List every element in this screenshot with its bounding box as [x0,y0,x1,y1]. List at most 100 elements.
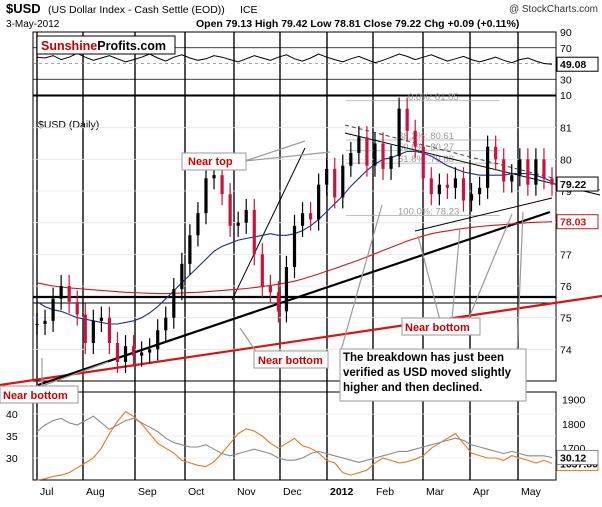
oscillator-y-tick: 90 [560,27,572,39]
price-candle-body [276,292,281,312]
correlation-left-tick: 30 [6,453,18,465]
near-top-pointer [244,151,331,162]
ma-long-last-value-box [556,214,599,230]
watermark-box [36,35,176,55]
breakdown-pointer [516,211,524,355]
near-bottom-pointer [451,227,461,321]
price-candle-body [35,324,39,325]
near-bottom-box-mar [401,317,481,336]
x-tick-label: Nov [237,486,256,498]
oscillator-y-tick: 70 [560,43,572,55]
x-tick-label: May [521,486,542,498]
price-candle-body [212,175,216,179]
price-candle-body [469,194,474,201]
price-candle-body [220,175,224,195]
price-candle-body [349,153,353,166]
correlation-right-tick: 1800 [562,419,586,431]
price-panel: $USD (Daily)74757677787980810.0%: 81.853… [0,92,602,387]
oscillator-line [36,52,553,65]
symbol-label: $USD [6,1,41,16]
correlation-left-tick: 40 [6,409,18,421]
price-candle-body [381,143,385,169]
price-y-tick: 74 [560,344,572,356]
breakdown-pointer [339,204,383,355]
price-candle-body [268,286,272,293]
price-candle-body [325,168,329,185]
price-candle-body [91,320,95,343]
x-tick-label: Feb [376,486,394,498]
fibonacci-label: 50.0%: 80.27 [398,142,454,153]
price-candle-body [164,317,168,331]
fibonacci-label: 38.2%: 80.61 [398,131,454,142]
price-candle-body [510,175,514,182]
x-tick-label: 2012 [330,486,354,498]
correlation-left-tick: 35 [6,431,18,443]
x-tick-label: Aug [86,486,105,498]
price-candle-body [421,146,425,179]
price-candle-body [397,108,401,157]
price-y-tick: 80 [560,154,572,166]
price-candle-body [188,235,192,264]
price-candle-body [228,194,232,226]
price-last-value: 79.22 [560,179,586,191]
price-y-tick: 79 [560,186,572,198]
price-candle-body [99,317,103,321]
price-candle-body [317,184,321,220]
near-bottom-label-nov: Near bottom [258,355,323,367]
price-candle-body [526,159,530,185]
price-candle-body [67,286,71,302]
near-top-label: Near top [188,156,233,168]
x-tick-label: Jul [40,486,53,498]
description-label: (US Dollar Index - Cash Settle (EOD)) [48,4,225,16]
copyright-label: @ StockCharts.com [509,4,598,15]
near-bottom-pointer [417,235,441,321]
silver-last-value: 30.12 [560,452,586,464]
near-bottom-label-jul: Near bottom [3,390,68,402]
breakdown-text-container: The breakdown has just been verified as … [343,352,511,394]
price-candle-body [494,146,498,160]
price-candle-body [156,330,160,350]
price-candle-body [461,178,466,201]
price-panel-title: $USD (Daily) [38,119,99,131]
x-tick-label: Apr [473,486,490,498]
oscillator-y-tick: 10 [560,90,572,102]
price-candle-body [51,298,55,321]
annotations: Near top Near bottom Near bottom Near bo… [0,140,527,404]
x-tick-label: Oct [188,486,204,498]
near-bottom-label-mar: Near bottom [405,322,470,334]
near-bottom-pointer [239,327,258,354]
price-candle-body [43,320,47,324]
price-candle-body [172,289,176,318]
price-y-tick: 76 [560,281,572,293]
oscillator-last-value: 49.08 [560,59,586,71]
oscillator-y-tick: 30 [560,74,572,86]
price-candle-body [284,267,289,312]
price-candle-body [518,159,522,176]
price-candle-body [389,156,393,169]
silver-price-line [36,415,553,463]
price-candle-body [83,314,87,343]
price-candle-body [244,210,248,223]
price-last-value-box [556,176,599,192]
price-candle-body [365,137,369,166]
price-candle-body [477,187,482,195]
price-candle-body [140,352,144,356]
price-candle-body [115,343,120,362]
oscillator-last-value-box [556,56,599,72]
price-candle-body [357,137,361,153]
x-tick-label: Sep [138,486,157,498]
price-candle-body [486,146,490,188]
price-candle-body [59,286,63,299]
fibonacci-label: 61.8%: 79.88 [398,154,454,165]
price-candle-body [437,184,441,195]
date-label: 3-May-2012 [6,19,60,30]
price-candle-body [292,225,297,267]
x-tick-label: Dec [283,486,302,498]
x-tick-label: Mar [426,486,445,498]
price-candle-body [236,222,240,226]
price-candle-body [333,168,337,198]
